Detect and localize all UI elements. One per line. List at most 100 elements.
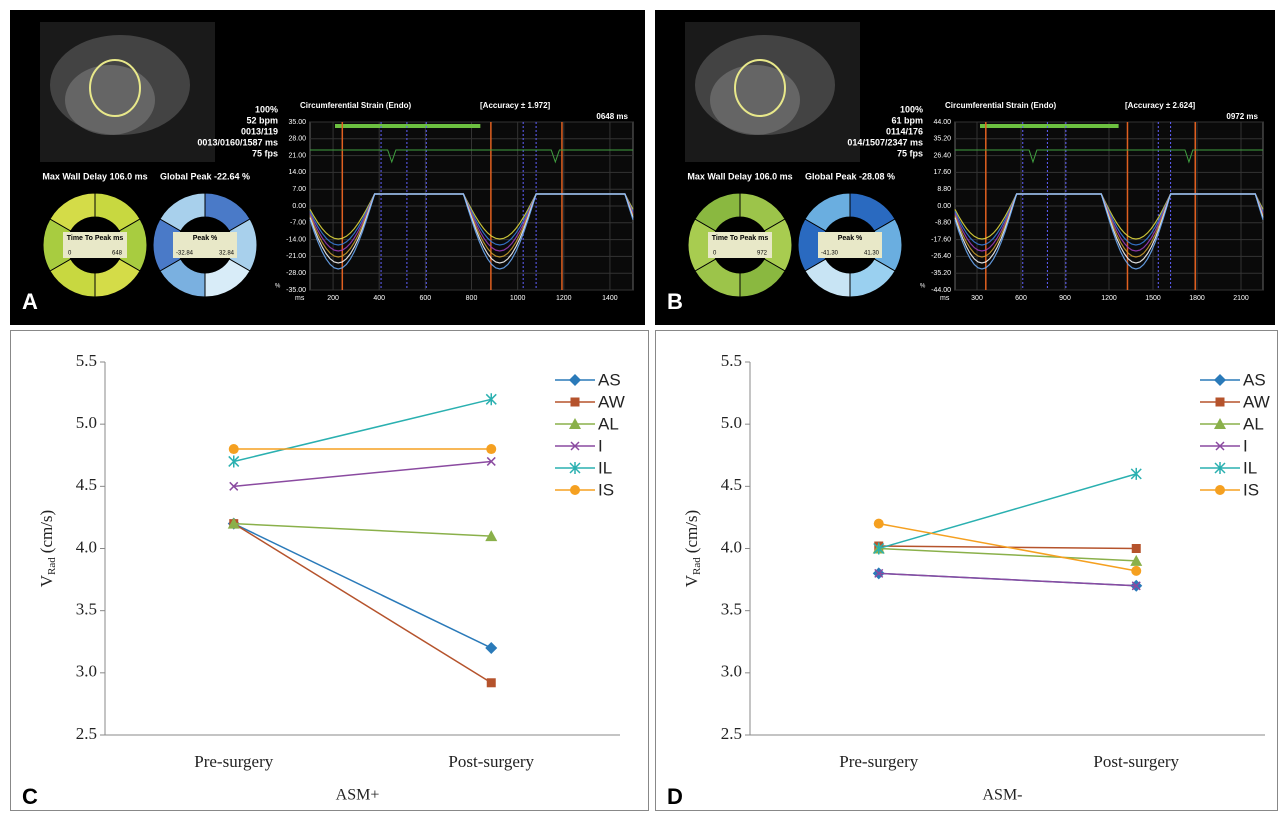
series-line [233, 522, 492, 537]
marker [1131, 581, 1141, 591]
legend-label: IL [598, 458, 612, 477]
y-tick-label: 4.0 [76, 537, 97, 556]
strain-ytick: 35.00 [288, 119, 306, 126]
marker [228, 455, 240, 468]
x-tick-label: Post-surgery [1093, 752, 1179, 771]
series-line [233, 398, 492, 463]
legend-label: I [598, 436, 603, 455]
strain-xtick: 2100 [1233, 295, 1249, 302]
bullseye-segment [159, 192, 206, 232]
strain-xtick: 1400 [602, 295, 618, 302]
strain-ytick: -35.20 [931, 270, 951, 277]
series-line [878, 522, 1137, 572]
x-tick-label: Post-surgery [448, 752, 534, 771]
y-tick-label: 5.5 [721, 351, 742, 370]
legend-marker [570, 441, 580, 451]
legend-label: IL [1243, 458, 1257, 477]
y-axis-title-part: (cm/s) [37, 510, 56, 553]
marker [228, 444, 239, 455]
ultrasound-tissue [65, 65, 155, 135]
strain-ytick: -14.00 [286, 236, 306, 243]
y-axis-title-part: V [37, 574, 56, 587]
legend-marker [1214, 462, 1226, 474]
color-bar [335, 124, 481, 128]
marker [873, 518, 884, 529]
strain-title: Circumferential Strain (Endo) [945, 101, 1056, 110]
y-axis-title: VRad (cm/s) [37, 510, 58, 587]
info-line: 100% [900, 104, 923, 114]
legend-label: AW [1243, 392, 1270, 411]
peak-max: 32.84 [219, 251, 235, 257]
y-tick-label: 3.5 [76, 600, 97, 619]
endocardial-trace [89, 59, 141, 117]
peak-min: -41.30 [821, 251, 839, 257]
strain-ytick: 35.20 [933, 136, 951, 143]
ttp-min: 0 [713, 251, 717, 257]
strain-xtick: 1000 [510, 295, 526, 302]
y-tick-label: 4.5 [76, 475, 97, 494]
legend-label: AL [1243, 414, 1264, 433]
marker [1130, 467, 1142, 480]
y-axis-title-part: Rad [46, 557, 58, 575]
x-axis-title: ASM+ [336, 787, 380, 804]
legend-marker [569, 418, 581, 429]
strain-xtick: 800 [466, 295, 478, 302]
strain-xtick: 1200 [1101, 295, 1117, 302]
ttp-max: 648 [112, 251, 123, 257]
legend-label: AS [598, 370, 621, 389]
y-axis-title-part: (cm/s) [682, 510, 701, 553]
panel-label: B [667, 289, 683, 314]
time-ms: 0972 ms [1226, 112, 1258, 121]
x-axis-title: ASM- [982, 787, 1022, 804]
series-line [878, 547, 1137, 562]
strain-yunit: % [275, 284, 281, 290]
strain-ytick: 8.80 [937, 186, 951, 193]
strain-trace [954, 193, 1264, 270]
series-line [233, 522, 492, 684]
strain-xtick: 1500 [1145, 295, 1161, 302]
ultrasound-tissue [710, 65, 800, 135]
legend-label: AW [598, 392, 625, 411]
peak-title: Peak % [838, 235, 863, 242]
marker [485, 530, 498, 542]
max-wall-delay: Max Wall Delay 106.0 ms [42, 171, 147, 181]
info-line: 0013/119 [241, 126, 278, 136]
ttp-max: 972 [757, 251, 768, 257]
y-tick-label: 5.0 [721, 413, 742, 432]
info-line: 75 fps [252, 148, 278, 158]
strain-ytick: 7.00 [292, 186, 306, 193]
legend-marker [570, 485, 580, 495]
strain-xtick: 900 [1059, 295, 1071, 302]
bullseye-center [818, 232, 882, 258]
y-tick-label: 3.0 [721, 662, 742, 681]
bullseye-center [173, 232, 237, 258]
strain-ytick: 0.00 [937, 203, 951, 210]
y-axis-title-part: V [682, 574, 701, 587]
strain-trace [309, 193, 634, 270]
bullseye-center [63, 232, 127, 258]
legend-marker [1215, 485, 1225, 495]
strain-xunit: ms [940, 295, 950, 302]
info-line: 0013/0160/1587 ms [197, 137, 278, 147]
time-ms: 0648 ms [596, 112, 628, 121]
x-tick-label: Pre-surgery [839, 752, 918, 771]
peak-max: 41.30 [864, 251, 880, 257]
strain-xtick: 400 [373, 295, 385, 302]
strain-ytick: 28.00 [288, 136, 306, 143]
legend-label: I [1243, 436, 1248, 455]
strain-ytick: 0.00 [292, 203, 306, 210]
legend-label: AS [1243, 370, 1266, 389]
strain-xtick: 1800 [1189, 295, 1205, 302]
strain-xtick: 200 [327, 295, 339, 302]
peak-title: Peak % [193, 235, 218, 242]
marker [485, 641, 498, 654]
panel-label: C [22, 784, 38, 809]
info-line: 52 bpm [246, 115, 278, 125]
marker [229, 481, 239, 491]
y-tick-label: 4.0 [721, 537, 742, 556]
panel-label: A [22, 289, 38, 314]
strain-ytick: -26.40 [931, 253, 951, 260]
legend-marker [1215, 397, 1225, 407]
strain-ytick: 21.00 [288, 152, 306, 159]
